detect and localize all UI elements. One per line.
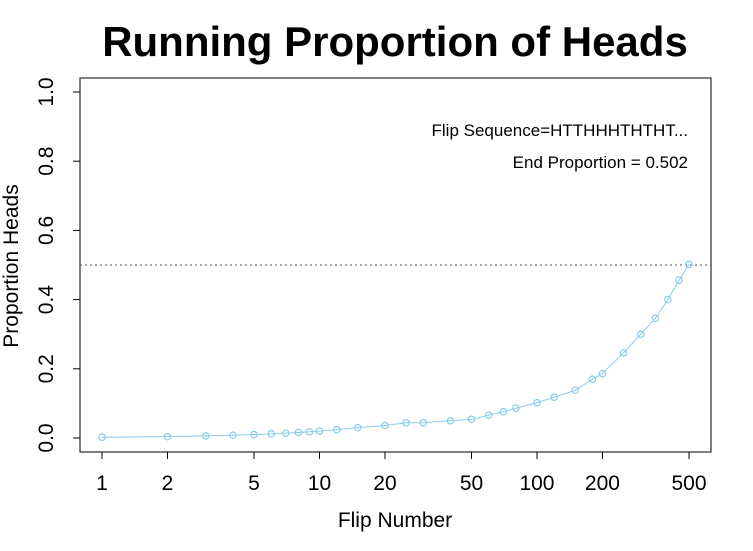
data-point [446,416,455,425]
data-point [267,430,276,438]
y-tick-label: 0.4 [35,285,58,315]
annotation-end-proportion: End Proportion = 0.502 [513,153,688,172]
annotation-sequence: Flip Sequence=HTTHHHTHTHT... [432,121,688,140]
data-point [419,418,428,427]
data-point [598,369,607,378]
data-point [550,393,559,401]
data-point [305,427,314,436]
data-point [588,375,597,383]
data-point [315,427,324,435]
data-point [98,433,106,442]
data-point [571,386,580,395]
x-tick-label: 5 [248,472,260,495]
data-point [619,349,628,357]
data-point [499,407,508,416]
data-point [467,415,476,424]
data-point [664,295,672,304]
series-line [101,264,690,438]
data-point [381,421,389,430]
data-point [675,276,683,285]
data-point [512,404,520,413]
x-axis-title: Flip Number [338,509,452,532]
data-point [651,314,660,323]
x-tick-label: 50 [460,472,483,495]
data-point [533,398,541,407]
x-tick-label: 1 [96,472,108,495]
data-point [353,423,362,432]
x-axis: 1 2 5 10 20 50 100 200 500 [96,452,707,495]
x-tick-label: 200 [585,472,620,495]
y-axis-title: Proportion Heads [0,184,23,347]
x-tick-label: 100 [519,472,554,495]
data-point [402,418,410,427]
data-point [229,431,237,440]
chart-title: Running Proportion of Heads [102,18,688,65]
y-tick-label: 0.0 [35,423,58,452]
y-tick-label: 0.8 [35,147,58,176]
data-point [294,428,303,437]
y-tick-label: 1.0 [35,77,58,106]
y-tick-label: 0.6 [35,216,58,245]
data-point [201,432,210,440]
data-point [636,330,645,339]
data-point [163,432,172,441]
x-tick-label: 2 [162,472,174,495]
x-tick-label: 20 [373,472,396,495]
y-axis: 0.0 0.2 0.4 0.6 0.8 1.0 [35,77,80,453]
data-point [281,429,290,437]
series-group [98,260,693,442]
data-point [484,411,493,419]
data-point [685,260,693,269]
x-tick-label: 10 [308,472,331,495]
data-point [332,425,341,434]
data-point [250,430,258,439]
y-tick-label: 0.2 [35,354,58,383]
x-tick-label: 500 [671,472,706,495]
